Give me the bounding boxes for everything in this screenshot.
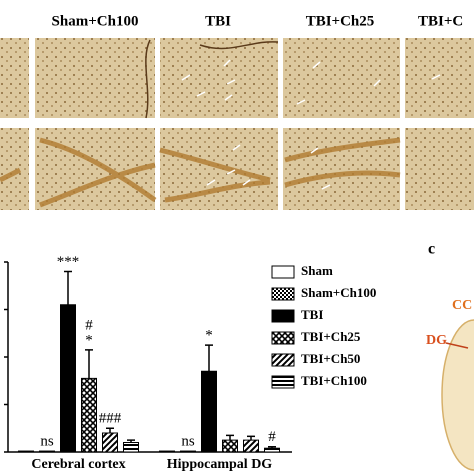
micrographs: Sham+Ch100 TBI TBI+Ch25 TBI+C [0, 13, 474, 210]
x-tick-label: Hippocampal DG [167, 457, 273, 472]
micrograph [405, 38, 474, 118]
significance-label: ns [40, 433, 54, 449]
legend-swatch [271, 265, 295, 279]
pointer-line [445, 342, 469, 349]
legend-swatch [271, 331, 295, 345]
micrograph [405, 128, 474, 210]
column-label: TBI [205, 13, 231, 29]
significance-label: ### [99, 411, 122, 427]
bar [102, 432, 118, 453]
brain-label: DG [426, 333, 447, 348]
bar [264, 447, 280, 453]
legend-swatch [271, 353, 295, 367]
micrograph [283, 38, 400, 118]
column-label: TBI+C [418, 13, 463, 29]
column-label: Sham+Ch100 [52, 13, 139, 29]
brain-section [441, 319, 474, 471]
brain-panel: c CC DG [426, 241, 474, 471]
bar [39, 450, 55, 453]
bar [180, 450, 196, 453]
legend-swatch [271, 375, 295, 389]
legend-label: Sham+Ch100 [301, 285, 376, 300]
legend-label: TBI+Ch25 [301, 329, 361, 344]
legend-label: TBI+Ch100 [301, 373, 367, 388]
bar [222, 439, 238, 453]
significance-label: # [85, 317, 93, 333]
legend-label: TBI [301, 307, 323, 322]
micrograph [160, 38, 278, 118]
significance-label: * [85, 332, 93, 348]
legend-label: TBI+Ch50 [301, 351, 360, 366]
brain-label: CC [452, 298, 472, 313]
bar [18, 450, 34, 453]
significance-label: * [205, 328, 213, 344]
significance-label: ns [181, 433, 195, 449]
bar [123, 442, 139, 453]
x-tick-label: Cerebral cortex [31, 457, 125, 472]
micrograph [0, 38, 29, 118]
legend-label: Sham [301, 263, 333, 278]
bar [201, 370, 217, 453]
bar [81, 377, 97, 453]
bar [60, 304, 76, 453]
arrows [181, 59, 441, 190]
legend-swatch [271, 309, 295, 323]
bar [159, 450, 175, 453]
panel-label: c [428, 241, 435, 258]
significance-label: # [268, 429, 276, 445]
legend-swatch [271, 287, 295, 301]
micrograph [0, 128, 29, 210]
significance-label: *** [57, 254, 80, 270]
micrograph [35, 38, 155, 118]
column-label: TBI+Ch25 [306, 13, 375, 29]
bar [243, 439, 259, 453]
